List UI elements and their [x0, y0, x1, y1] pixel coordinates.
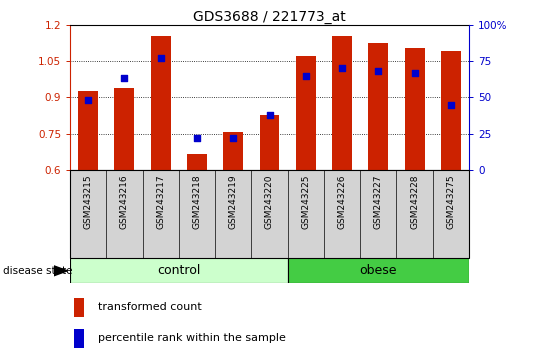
Point [374, 68, 383, 74]
Bar [114, 88, 134, 170]
Bar [151, 36, 171, 170]
Bar [296, 56, 316, 170]
Bar [332, 36, 352, 170]
Point [265, 112, 274, 118]
Bar [223, 132, 243, 170]
Bar [78, 91, 98, 170]
Text: GSM243217: GSM243217 [156, 174, 165, 229]
Bar [368, 43, 388, 170]
Text: control: control [157, 264, 201, 277]
Text: GSM243226: GSM243226 [337, 174, 347, 229]
Bar [187, 154, 207, 170]
Point [156, 55, 165, 61]
Text: GSM243225: GSM243225 [301, 174, 310, 229]
Point [410, 70, 419, 75]
Bar [405, 48, 425, 170]
Point [301, 73, 310, 79]
Text: GSM243216: GSM243216 [120, 174, 129, 229]
Text: GSM243220: GSM243220 [265, 174, 274, 229]
Bar [441, 51, 461, 170]
Text: GSM243275: GSM243275 [446, 174, 455, 229]
Point [446, 102, 455, 108]
Point [338, 65, 347, 71]
Point [192, 135, 201, 141]
Point [84, 97, 93, 103]
Bar [70, 258, 288, 283]
Bar [74, 298, 84, 317]
Text: percentile rank within the sample: percentile rank within the sample [98, 333, 286, 343]
Point [229, 135, 238, 141]
Bar [260, 115, 279, 170]
Text: transformed count: transformed count [98, 302, 202, 313]
Text: GSM243219: GSM243219 [229, 174, 238, 229]
Bar [74, 329, 84, 348]
Text: GSM243215: GSM243215 [84, 174, 93, 229]
Text: GSM243228: GSM243228 [410, 174, 419, 229]
Title: GDS3688 / 221773_at: GDS3688 / 221773_at [193, 10, 346, 24]
Text: disease state: disease state [3, 266, 72, 276]
Bar [288, 258, 469, 283]
Point [120, 76, 129, 81]
Polygon shape [54, 266, 67, 276]
Text: GSM243218: GSM243218 [192, 174, 202, 229]
Text: obese: obese [360, 264, 397, 277]
Text: GSM243227: GSM243227 [374, 174, 383, 229]
